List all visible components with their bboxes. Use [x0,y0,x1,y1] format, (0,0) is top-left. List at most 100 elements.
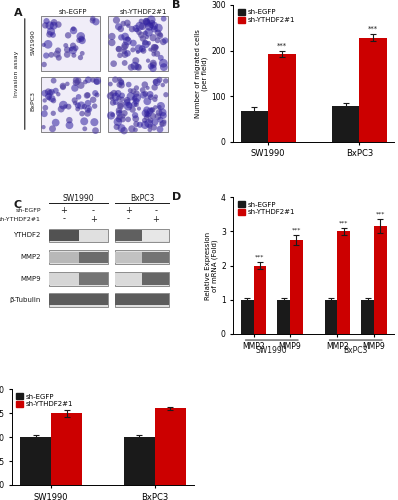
Point [75,76,82,84]
Point [115,44,122,52]
Point [60,101,66,109]
Point [115,22,122,30]
Point [144,33,150,41]
Point [133,114,139,122]
Point [62,102,68,110]
Point [142,121,148,129]
Point [132,62,138,70]
Point [130,87,137,95]
Point [40,123,47,131]
Point [145,28,152,36]
Point [146,22,152,30]
Text: sh-EGFP: sh-EGFP [59,9,87,15]
Point [74,105,81,113]
Point [151,25,158,33]
Point [64,50,70,58]
Point [60,83,66,91]
Point [90,16,96,24]
Bar [49,252,78,263]
Bar [78,230,108,241]
Point [151,50,157,58]
Text: sh-YTHDF2#1: sh-YTHDF2#1 [120,9,167,15]
Point [51,18,57,26]
Point [90,14,96,22]
Point [75,102,81,110]
Point [122,32,128,40]
Point [146,120,152,128]
Text: +: + [152,214,159,224]
Point [116,94,122,102]
Point [53,86,59,94]
Point [148,93,154,101]
Point [110,98,116,106]
Point [131,100,137,108]
Point [109,32,115,40]
Point [55,46,61,54]
Point [50,96,57,104]
Point [116,76,123,84]
Point [49,88,55,96]
Point [130,39,137,47]
Text: ***: *** [368,26,378,32]
Bar [115,272,169,286]
Point [66,122,73,130]
Text: ***: *** [376,212,385,217]
Point [144,19,150,27]
Point [117,108,123,116]
Point [150,46,157,54]
Point [85,76,92,84]
Point [136,104,142,112]
Point [68,45,74,53]
Point [121,59,128,67]
Bar [49,274,78,285]
Point [49,125,56,133]
Point [112,76,119,84]
Point [48,28,54,36]
Point [125,116,131,124]
Point [139,44,145,52]
Point [78,32,84,40]
Point [121,126,127,134]
Point [152,44,158,52]
Point [140,34,146,42]
Point [144,110,150,118]
Point [46,94,52,102]
Point [142,38,148,46]
Point [79,110,85,118]
Bar [124,437,154,485]
Point [78,102,84,110]
Text: ***: *** [255,254,265,260]
Y-axis label: Number of migrated cells
(per field): Number of migrated cells (per field) [195,29,209,118]
Bar [241,300,254,334]
Point [130,46,136,54]
Point [42,22,49,30]
Point [70,46,76,54]
Bar [41,78,100,132]
Point [152,43,159,51]
Point [51,76,57,84]
Text: β-Tubulin: β-Tubulin [10,296,41,302]
Point [125,22,132,30]
Point [133,24,139,32]
Point [129,25,135,33]
Point [75,93,82,101]
Point [118,124,125,132]
Point [151,43,157,51]
Text: SW1990: SW1990 [63,194,94,203]
Point [160,14,167,22]
Point [41,110,47,118]
Point [66,116,72,124]
Point [72,96,78,104]
Point [150,64,156,72]
Point [155,24,162,32]
Point [140,47,146,55]
Point [148,62,154,70]
Bar [51,413,82,485]
Point [113,123,120,131]
Point [144,106,150,114]
Point [142,80,148,88]
Text: +: + [90,214,97,224]
Point [43,17,50,25]
Point [125,80,132,88]
Point [94,77,100,85]
